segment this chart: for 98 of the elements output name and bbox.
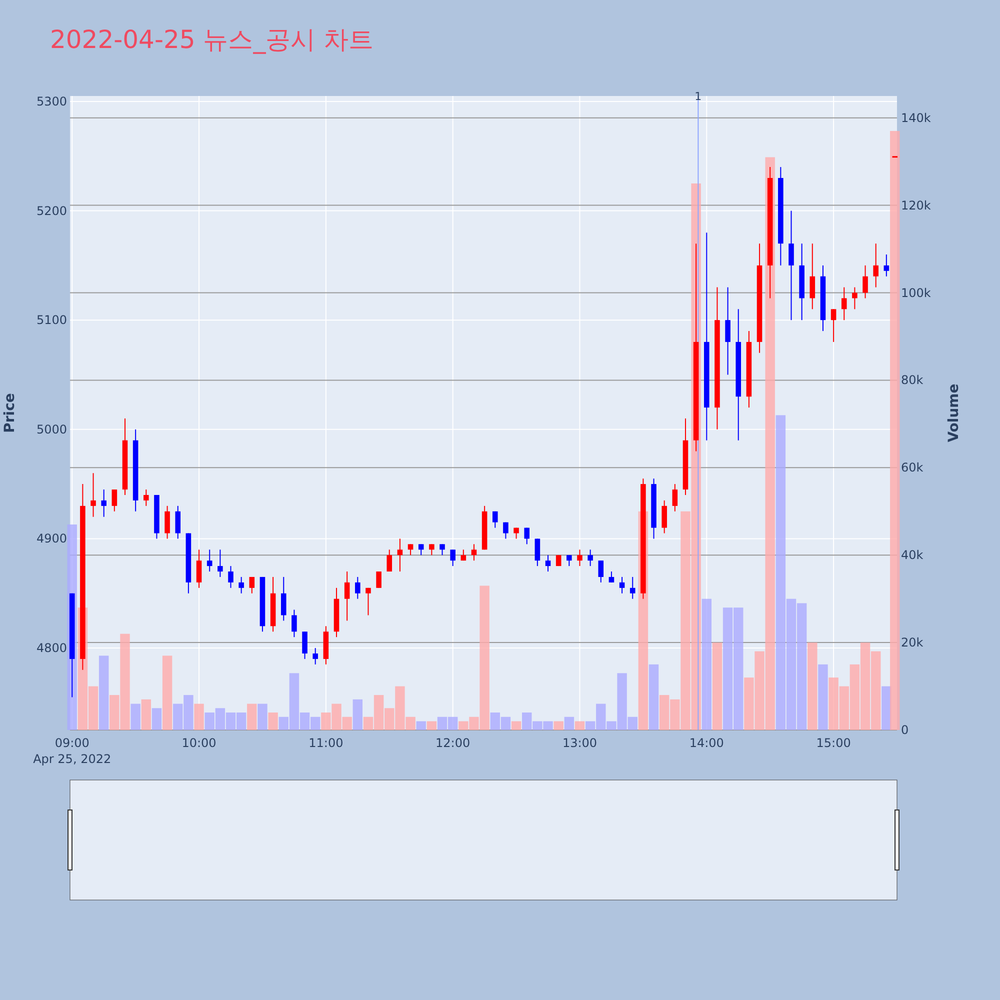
bar xyxy=(818,664,828,730)
candlestick xyxy=(662,500,667,534)
x-tick-label: 11:00 xyxy=(308,736,344,750)
bar xyxy=(141,699,152,730)
y2-tick-label: 100k xyxy=(901,286,931,300)
candlestick xyxy=(598,560,604,583)
candlestick xyxy=(534,538,540,567)
candlestick xyxy=(810,243,816,310)
bar xyxy=(352,699,363,730)
candlestick xyxy=(884,254,890,277)
candlestick xyxy=(450,549,456,567)
y-tick-label: 4900 xyxy=(36,532,67,546)
candlestick xyxy=(206,549,212,572)
bar xyxy=(162,656,172,730)
bar xyxy=(152,708,162,730)
y2-tick-label: 40k xyxy=(901,548,924,562)
chart-title: 2022-04-25 뉴스_공시 차트 xyxy=(50,25,374,54)
candlestick xyxy=(588,549,593,567)
candlestick xyxy=(608,571,614,583)
candlestick xyxy=(788,210,794,321)
y2-tick-label: 60k xyxy=(901,460,924,475)
x-tick-label: 09:00 Apr 25, 2022 xyxy=(33,736,112,766)
candlestick xyxy=(566,554,572,567)
x-tick-label: 14:00 xyxy=(689,736,724,750)
candlestick xyxy=(630,576,636,600)
bar xyxy=(426,721,437,730)
bar xyxy=(574,721,585,730)
bar xyxy=(258,704,268,730)
x-tick-label: 10:00 xyxy=(182,736,216,750)
candlestick xyxy=(418,544,424,556)
candlestick xyxy=(619,576,625,594)
candlestick xyxy=(164,505,170,540)
candlestick xyxy=(471,544,477,562)
candlestick xyxy=(852,286,858,310)
y2-tick-label: 20k xyxy=(901,636,924,650)
candlestick xyxy=(175,505,181,540)
bar xyxy=(564,716,574,730)
bar xyxy=(194,704,204,730)
candlestick xyxy=(249,576,255,594)
bar xyxy=(702,598,712,730)
y2-tick-label: 0 xyxy=(901,723,909,737)
bar xyxy=(554,721,564,730)
candlestick xyxy=(355,576,360,600)
candlestick xyxy=(862,264,868,299)
candlestick xyxy=(292,609,297,638)
bar xyxy=(808,642,818,730)
candlestick xyxy=(408,544,414,556)
ref-line-label: 1 xyxy=(694,90,702,103)
candlestick xyxy=(545,554,551,572)
bar xyxy=(648,664,659,730)
candlestick xyxy=(366,587,371,616)
candlestick xyxy=(312,648,318,665)
bar xyxy=(511,721,522,730)
candlestick xyxy=(280,576,286,622)
bar xyxy=(98,656,109,730)
candlestick xyxy=(524,527,530,545)
candlestick xyxy=(429,544,434,556)
candlestick xyxy=(492,510,498,528)
x-tick-label: 12:00 xyxy=(436,736,470,750)
candlestick xyxy=(440,544,445,556)
candlestick xyxy=(503,522,508,540)
bar xyxy=(130,704,140,730)
candlestick xyxy=(386,549,392,572)
x-tick-label: 15:00 xyxy=(816,736,851,750)
candlestick xyxy=(112,489,118,512)
candlestick xyxy=(90,472,96,518)
candlestick xyxy=(344,571,350,622)
y-tick-label: 5300 xyxy=(36,94,67,108)
y-tick-label: 5200 xyxy=(36,204,67,218)
y-tick-label: 5100 xyxy=(36,313,67,328)
candlestick xyxy=(830,308,836,342)
candlestick xyxy=(672,484,678,512)
candlestick xyxy=(397,538,403,572)
candlestick xyxy=(228,566,234,588)
candlestick xyxy=(196,549,202,588)
y-tick-label: 4800 xyxy=(36,641,67,656)
bar xyxy=(712,642,722,730)
y2-tick-label: 120k xyxy=(901,198,931,212)
candlestick xyxy=(144,489,149,506)
candlestick xyxy=(238,576,244,594)
candlestick xyxy=(577,549,582,567)
x-tick-label: 13:00 xyxy=(562,736,598,750)
bar xyxy=(268,712,278,730)
candlestick xyxy=(101,489,106,518)
candlestick xyxy=(218,549,223,578)
y2-tick-label: 140k xyxy=(901,110,931,125)
y-tick-label: 5000 xyxy=(36,422,67,436)
y-axis-title: Price xyxy=(2,393,18,433)
candlestick xyxy=(302,631,308,660)
y2-tick-label: 80k xyxy=(901,373,924,388)
candlestick xyxy=(873,243,878,288)
bar xyxy=(890,130,900,730)
bar xyxy=(416,721,426,730)
candlestick xyxy=(725,286,730,376)
candlestick xyxy=(841,286,847,321)
candlestick xyxy=(376,571,382,588)
bar xyxy=(247,704,257,730)
y2-axis-title: Volume xyxy=(946,384,962,442)
